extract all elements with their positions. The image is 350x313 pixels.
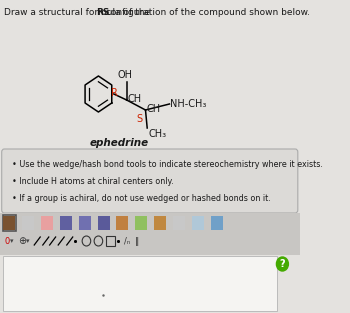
Text: OH: OH xyxy=(118,70,132,80)
Text: /ₙ: /ₙ xyxy=(124,237,130,245)
Text: R: R xyxy=(111,88,118,98)
Text: RS: RS xyxy=(96,8,110,17)
Text: configuration of the compound shown below.: configuration of the compound shown belo… xyxy=(103,8,310,17)
Text: ephedrine: ephedrine xyxy=(90,138,149,148)
Text: ▾: ▾ xyxy=(10,238,14,244)
Text: CH: CH xyxy=(146,104,160,114)
Text: ‖: ‖ xyxy=(135,237,139,245)
FancyBboxPatch shape xyxy=(4,216,15,230)
FancyBboxPatch shape xyxy=(117,216,128,230)
FancyBboxPatch shape xyxy=(41,216,53,230)
Text: CH: CH xyxy=(127,94,142,104)
FancyBboxPatch shape xyxy=(60,216,72,230)
Text: • Use the wedge/hash bond tools to indicate stereochemistry where it exists.: • Use the wedge/hash bond tools to indic… xyxy=(12,160,323,169)
Text: NH-CH₃: NH-CH₃ xyxy=(170,99,207,109)
Text: Draw a structural formula of the: Draw a structural formula of the xyxy=(4,8,153,17)
Circle shape xyxy=(276,257,288,271)
FancyBboxPatch shape xyxy=(2,215,16,231)
FancyBboxPatch shape xyxy=(173,216,185,230)
FancyBboxPatch shape xyxy=(4,256,277,311)
Text: • If a group is achiral, do not use wedged or hashed bonds on it.: • If a group is achiral, do not use wedg… xyxy=(12,194,271,203)
Text: ⊕: ⊕ xyxy=(18,236,26,246)
Text: ▾: ▾ xyxy=(26,238,29,244)
FancyBboxPatch shape xyxy=(22,216,34,230)
FancyBboxPatch shape xyxy=(154,216,166,230)
FancyBboxPatch shape xyxy=(210,216,223,230)
FancyBboxPatch shape xyxy=(98,216,110,230)
FancyBboxPatch shape xyxy=(192,216,204,230)
Text: S: S xyxy=(136,114,142,124)
Text: ?: ? xyxy=(280,259,285,269)
Text: CH₃: CH₃ xyxy=(148,129,166,139)
FancyBboxPatch shape xyxy=(79,216,91,230)
FancyBboxPatch shape xyxy=(2,149,298,213)
FancyBboxPatch shape xyxy=(0,213,300,255)
FancyBboxPatch shape xyxy=(135,216,147,230)
Text: 0: 0 xyxy=(4,237,9,245)
Text: • Include H atoms at chiral centers only.: • Include H atoms at chiral centers only… xyxy=(12,177,174,186)
